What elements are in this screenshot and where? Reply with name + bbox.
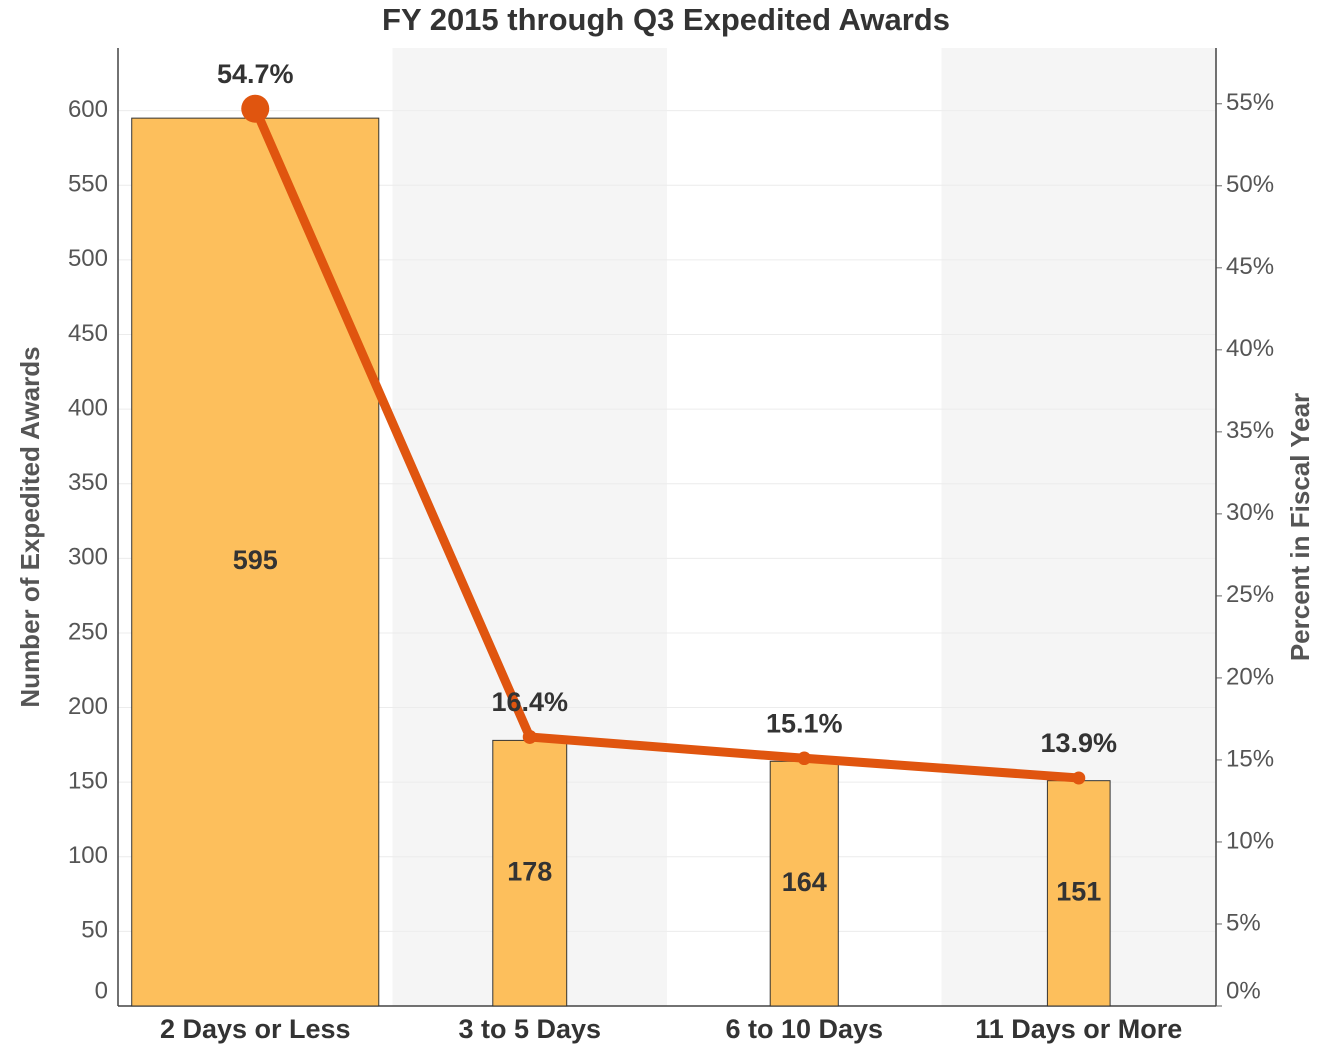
y2-tick-label: 30% xyxy=(1226,499,1274,526)
x-tick-label: 6 to 10 Days xyxy=(725,1014,883,1044)
line-value-label: 15.1% xyxy=(766,708,843,738)
line-value-label: 16.4% xyxy=(491,687,568,717)
y2-tick-label: 40% xyxy=(1226,335,1274,362)
bar-value-label: 164 xyxy=(782,867,827,897)
y-tick-label: 550 xyxy=(68,171,108,198)
y2-tick-label: 5% xyxy=(1226,909,1261,936)
y-tick-label: 400 xyxy=(68,394,108,421)
line-value-label: 54.7% xyxy=(217,59,294,89)
bar-value-label: 595 xyxy=(233,545,278,575)
bar xyxy=(492,739,568,1007)
bar xyxy=(1046,780,1111,1007)
y-tick-label: 50 xyxy=(81,917,108,944)
y-axis-title: Number of Expedited Awards xyxy=(15,346,45,707)
y2-tick-label: 0% xyxy=(1226,977,1261,1004)
y-tick-label: 450 xyxy=(68,320,108,347)
y-tick-label: 600 xyxy=(68,96,108,123)
y2-axis-title: Percent in Fiscal Year xyxy=(1285,393,1315,661)
bar xyxy=(769,760,839,1007)
line-point xyxy=(241,94,270,123)
y2-tick-label: 45% xyxy=(1226,253,1274,280)
line-point xyxy=(797,751,812,766)
line-value-label: 13.9% xyxy=(1040,728,1117,758)
y-tick-label: 250 xyxy=(68,618,108,645)
bar-value-label: 151 xyxy=(1056,876,1101,906)
bar-value-label: 178 xyxy=(507,856,552,886)
y-tick-label: 500 xyxy=(68,245,108,272)
line-point xyxy=(1072,771,1086,785)
y2-tick-label: 35% xyxy=(1226,417,1274,444)
y2-tick-label: 20% xyxy=(1226,663,1274,690)
y2-tick-label: 15% xyxy=(1226,745,1274,772)
y-tick-label: 200 xyxy=(68,693,108,720)
line-point xyxy=(522,729,537,744)
x-tick-label: 2 Days or Less xyxy=(160,1014,351,1044)
x-tick-label: 3 to 5 Days xyxy=(458,1014,601,1044)
y2-tick-label: 55% xyxy=(1226,89,1274,116)
y2-tick-label: 10% xyxy=(1226,827,1274,854)
y-tick-label: 350 xyxy=(68,469,108,496)
x-tick-label: 11 Days or More xyxy=(975,1014,1182,1044)
y2-tick-label: 50% xyxy=(1226,171,1274,198)
y-tick-label: 100 xyxy=(68,842,108,869)
y2-tick-label: 25% xyxy=(1226,581,1274,608)
chart-title: FY 2015 through Q3 Expedited Awards xyxy=(382,2,950,37)
y-tick-label: 0 xyxy=(95,977,108,1004)
y-tick-label: 300 xyxy=(68,544,108,571)
y-tick-label: 150 xyxy=(68,768,108,795)
line xyxy=(251,106,1080,783)
